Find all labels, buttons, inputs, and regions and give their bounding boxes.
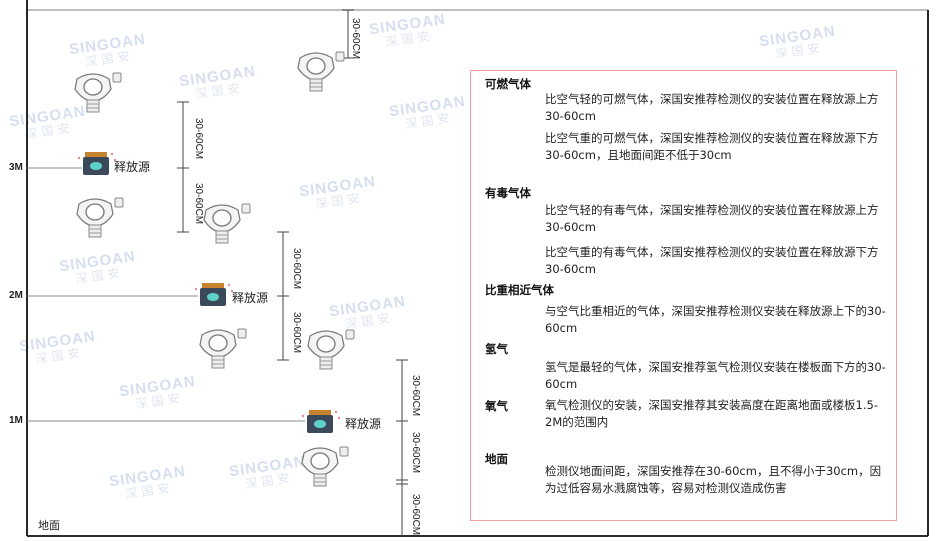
heading-oxygen: 氧气 (485, 399, 508, 413)
release-source-icon (301, 410, 341, 433)
dimension-label: 30-60CM (410, 432, 421, 473)
note-toxic-lighter: 比空气轻的有毒气体，深国安推荐检测仪的安装位置在释放源上方30-60cm (545, 203, 879, 234)
gas-detector-icon (76, 197, 124, 238)
dimension-label: 30-60CM (410, 494, 421, 535)
gas-detector-icon (297, 51, 345, 92)
heading-hydrogen: 氢气 (485, 342, 508, 356)
gas-detector-icon (301, 446, 349, 487)
heading-toxic: 有毒气体 (485, 186, 531, 200)
dimension-label: 30-60CM (350, 18, 361, 59)
note-similar: 与空气比重相近的气体，深国安推荐检测仪安装在释放源上下的30-60cm (545, 304, 886, 335)
source-label: 释放源 (232, 291, 269, 305)
dimension-lines (177, 9, 408, 536)
heading-ground: 地面 (485, 452, 508, 466)
note-ground: 检测仪地面间距，深国安推荐在30-60cm，且不得小于30cm，因为过低容易水溅… (545, 464, 882, 495)
level-label-2m: 2M (9, 290, 23, 301)
note-toxic-heavier: 比空气重的有毒气体，深国安推荐检测仪的安装位置在释放源下方30-60cm (545, 245, 879, 276)
dimension-label: 30-60CM (291, 312, 302, 353)
release-source-icon (194, 283, 234, 306)
dimension-label: 30-60CM (410, 375, 421, 416)
heading-flammable: 可燃气体 (485, 77, 531, 91)
gas-detector-icon (203, 203, 251, 244)
notes-panel (470, 70, 897, 521)
note-oxygen: 氧气检测仪的安装，深国安推荐其安装高度在距离地面或楼板1.5-2M的范围内 (545, 398, 878, 429)
source-label: 释放源 (114, 160, 151, 174)
release-source-icon (77, 152, 117, 175)
note-hydrogen: 氢气是最轻的气体，深国安推荐氢气检测仪安装在楼板面下方的30-60cm (545, 360, 886, 391)
source-label: 释放源 (345, 417, 382, 431)
gas-detector-icon (199, 328, 247, 369)
dimension-label: 30-60CM (193, 183, 204, 224)
heading-similar: 比重相近气体 (485, 283, 554, 297)
dimension-label: 30-60CM (291, 248, 302, 289)
gas-detector-icon (74, 72, 122, 113)
note-flammable-lighter: 比空气轻的可燃气体，深国安推荐检测仪的安装位置在释放源上方30-60cm (545, 92, 879, 123)
dimension-label: 30-60CM (193, 118, 204, 159)
note-flammable-heavier: 比空气重的可燃气体，深国安推荐检测仪的安装位置在释放源下方30-60cm，且地面… (545, 131, 879, 162)
level-label-1m: 1M (9, 415, 23, 426)
gas-detector-icon (307, 329, 355, 370)
level-label-3m: 3M (9, 162, 23, 173)
ground-label: 地面 (38, 519, 60, 532)
